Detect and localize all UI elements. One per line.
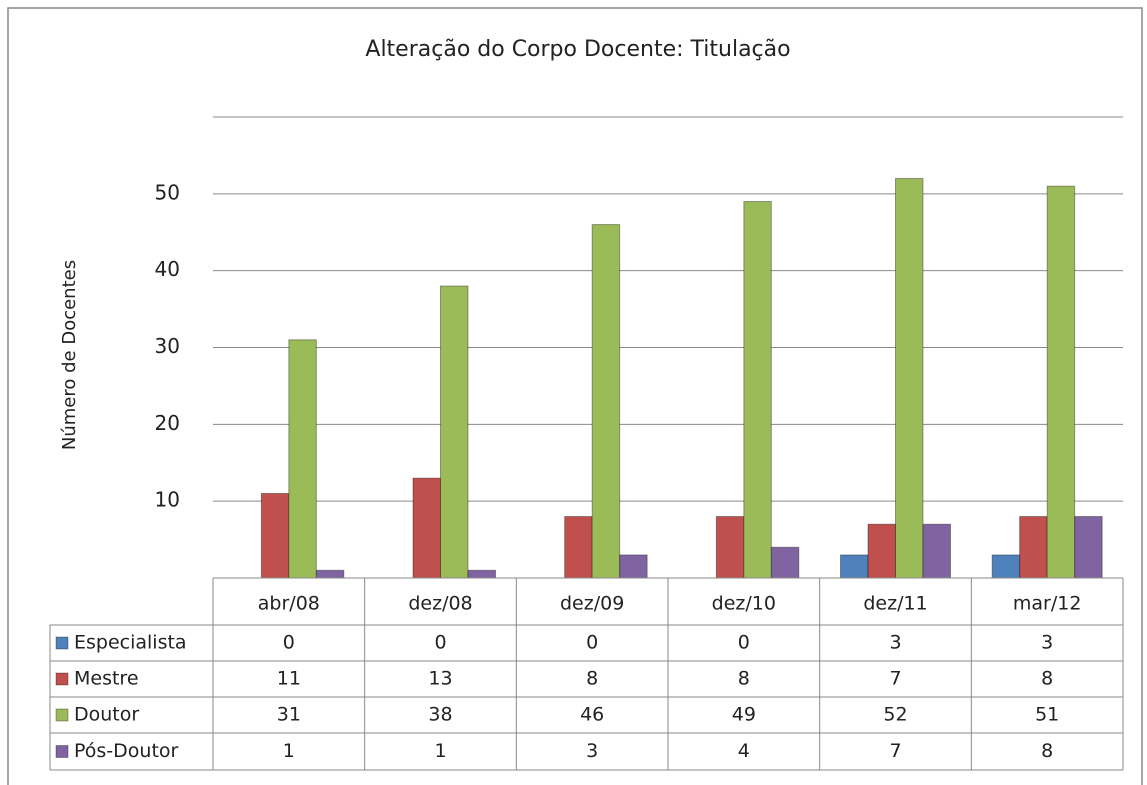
table-value: 49 xyxy=(732,704,756,726)
bar xyxy=(288,339,317,579)
table-value: 31 xyxy=(277,704,301,726)
table-value: 0 xyxy=(586,632,598,654)
legend-label: Pós-Doutor xyxy=(74,740,179,762)
bar xyxy=(895,177,924,579)
table-value: 8 xyxy=(738,668,750,690)
legend-key xyxy=(55,672,69,686)
x-tick-label: dez/08 xyxy=(408,593,472,615)
table-value: 0 xyxy=(738,632,750,654)
legend-label: Mestre xyxy=(74,668,139,690)
table-value: 11 xyxy=(277,668,301,690)
table-value: 0 xyxy=(434,632,446,654)
legend-key xyxy=(55,708,69,722)
y-tick-label: 30 xyxy=(155,334,180,358)
bar xyxy=(315,569,345,579)
bar xyxy=(619,554,648,579)
chart-title: Alteração do Corpo Docente: Titulação xyxy=(365,37,790,62)
bar xyxy=(867,523,896,579)
y-tick-label: 10 xyxy=(155,488,180,512)
x-tick-label: abr/08 xyxy=(258,593,320,615)
legend-label: Especialista xyxy=(74,632,187,654)
x-tick-label: dez/09 xyxy=(560,593,624,615)
table-value: 7 xyxy=(889,668,901,690)
bar xyxy=(840,554,869,579)
table-value: 0 xyxy=(283,632,295,654)
table-value: 3 xyxy=(889,632,901,654)
table-value: 8 xyxy=(586,668,598,690)
legend-label: Doutor xyxy=(74,704,139,726)
legend-key xyxy=(55,636,69,650)
x-tick-label: mar/12 xyxy=(1013,593,1082,615)
bar xyxy=(260,492,290,579)
table-value: 3 xyxy=(586,740,598,762)
bar xyxy=(591,224,621,579)
bar xyxy=(440,285,469,579)
x-tick-label: dez/11 xyxy=(863,593,927,615)
chart-frame xyxy=(7,7,1143,785)
bar xyxy=(412,477,441,579)
x-tick-label: dez/10 xyxy=(712,593,776,615)
bar xyxy=(1046,185,1076,579)
y-tick-label: 20 xyxy=(155,411,180,435)
table-value: 51 xyxy=(1035,704,1059,726)
table-value: 52 xyxy=(883,704,907,726)
table-value: 3 xyxy=(1041,632,1053,654)
bar xyxy=(743,201,772,579)
y-tick-label: 40 xyxy=(155,257,180,281)
bar xyxy=(1019,516,1048,579)
table-value: 13 xyxy=(428,668,452,690)
bar xyxy=(1074,516,1103,579)
bar xyxy=(715,516,745,579)
bar xyxy=(564,516,593,579)
table-value: 8 xyxy=(1041,668,1053,690)
table-value: 4 xyxy=(738,740,750,762)
table-value: 8 xyxy=(1041,740,1053,762)
bar xyxy=(770,546,800,579)
bar xyxy=(922,523,951,579)
bar xyxy=(991,554,1021,579)
table-value: 46 xyxy=(580,704,604,726)
table-value: 7 xyxy=(889,740,901,762)
table-value: 38 xyxy=(428,704,452,726)
table-value: 1 xyxy=(283,740,295,762)
y-tick-label: 50 xyxy=(155,180,180,204)
table-value: 1 xyxy=(434,740,446,762)
y-axis-label: Número de Docentes xyxy=(59,260,80,450)
bar xyxy=(467,569,496,579)
legend-key xyxy=(55,745,69,758)
